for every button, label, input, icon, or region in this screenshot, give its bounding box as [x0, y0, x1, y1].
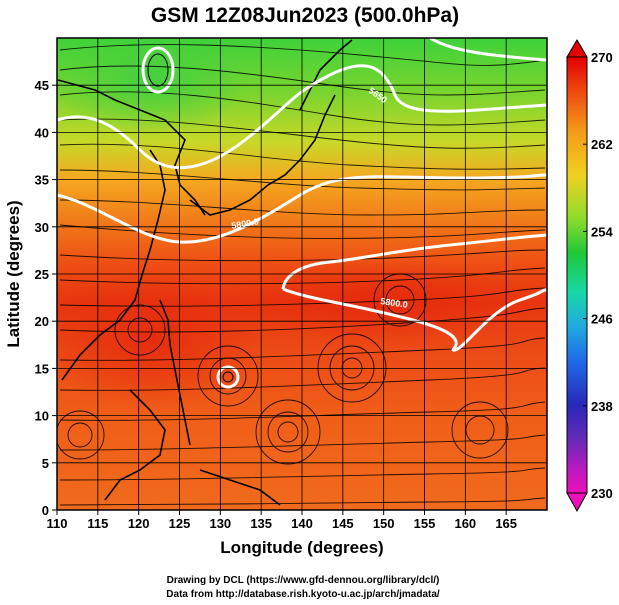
colorbar: 270 262 254 246 238 230	[566, 39, 613, 513]
y-tick-label: 35	[35, 173, 49, 188]
colorbar-label: 270	[591, 50, 613, 65]
plot-area	[57, 38, 547, 510]
cold-pool-shade	[57, 38, 250, 135]
x-tick-label: 135	[250, 516, 272, 531]
warm-core-shade	[57, 270, 260, 410]
contour-outline	[147, 53, 234, 383]
colorbar-label: 246	[591, 312, 613, 327]
colorbar-label: 230	[591, 486, 613, 501]
x-tick-label: 110	[47, 516, 68, 531]
credit-drawing: Drawing by DCL (https://www.gfd-dennou.o…	[167, 575, 440, 586]
x-tick-label: 160	[454, 516, 476, 531]
colorbar-ticks: 270 262 254 246 238 230	[583, 50, 613, 501]
y-tick-label: 0	[42, 503, 49, 518]
x-tick-label: 155	[414, 516, 436, 531]
y-tick-label: 30	[35, 220, 49, 235]
y-axis-ticks: 0 5 10 15 20 25 30 35 40 45	[35, 78, 57, 518]
y-tick-label: 10	[35, 409, 49, 424]
x-axis-ticks: 110 115 120 125 130 135 140 145 150 155 160 165	[47, 510, 517, 531]
contour-label: 5800.0	[380, 296, 409, 310]
lat-lon-grid	[57, 38, 547, 510]
height-contours	[57, 38, 547, 389]
x-tick-label: 165	[495, 516, 517, 531]
colorbar-label: 254	[591, 224, 613, 239]
colorbar-bottom-arrow	[566, 492, 588, 513]
y-tick-label: 5	[42, 456, 49, 471]
x-tick-label: 130	[209, 516, 231, 531]
colorbar-gradient	[566, 56, 588, 494]
x-tick-label: 145	[332, 516, 354, 531]
x-tick-label: 120	[128, 516, 150, 531]
y-axis-label: Latitude (degrees)	[4, 200, 23, 347]
credit-data: Data from http://database.rish.kyoto-u.a…	[166, 589, 440, 600]
x-tick-label: 150	[373, 516, 395, 531]
colorbar-label: 238	[591, 399, 613, 414]
x-axis-label: Longitude (degrees)	[220, 538, 383, 557]
y-tick-label: 20	[35, 314, 49, 329]
warm-band-shade	[220, 260, 540, 340]
colorbar-top-arrow	[566, 39, 588, 58]
y-tick-label: 45	[35, 78, 49, 93]
y-tick-label: 40	[35, 125, 49, 140]
x-tick-label: 125	[169, 516, 191, 531]
colorbar-label: 262	[591, 137, 613, 152]
y-tick-label: 15	[35, 361, 49, 376]
contour-label: 5800.0	[231, 216, 260, 231]
chart-title: GSM 12Z08Jun2023 (500.0hPa)	[151, 4, 459, 27]
y-tick-label: 25	[35, 267, 49, 282]
x-tick-label: 140	[291, 516, 313, 531]
x-tick-label: 115	[87, 516, 108, 531]
